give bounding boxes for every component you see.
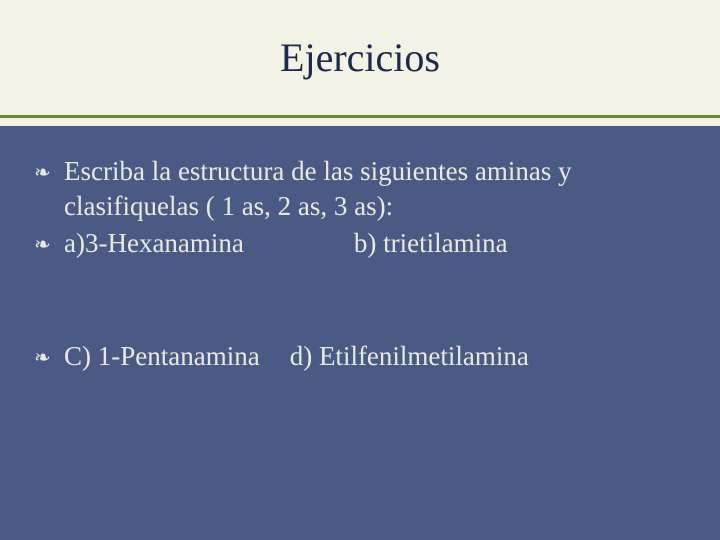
- bullet-icon: ❧: [34, 226, 64, 257]
- slide-title: Ejercicios: [280, 34, 440, 81]
- body-region: ❧ Escriba la estructura de las siguiente…: [0, 126, 720, 540]
- bullet-item: ❧ Escriba la estructura de las siguiente…: [34, 154, 680, 224]
- option-d: d) Etilfenilmetilamina: [290, 339, 529, 374]
- bullet-text: C) 1-Pentanamina d) Etilfenilmetilamina: [64, 339, 529, 374]
- title-region: Ejercicios: [0, 0, 720, 118]
- option-b: b) trietilamina: [354, 226, 508, 261]
- bullet-icon: ❧: [34, 339, 64, 370]
- bullet-icon: ❧: [34, 154, 64, 185]
- accent-gap: [0, 118, 720, 126]
- bullet-item: ❧ C) 1-Pentanamina d) Etilfenilmetilamin…: [34, 339, 680, 374]
- option-a: a)3-Hexanamina: [64, 226, 244, 261]
- bullet-text: Escriba la estructura de las siguientes …: [64, 154, 680, 224]
- bullet-item: ❧ a)3-Hexanamina b) trietilamina: [34, 226, 680, 261]
- spacer: [34, 263, 680, 339]
- slide: Ejercicios ❧ Escriba la estructura de la…: [0, 0, 720, 540]
- option-c: C) 1-Pentanamina: [64, 339, 260, 374]
- bullet-text: a)3-Hexanamina b) trietilamina: [64, 226, 508, 261]
